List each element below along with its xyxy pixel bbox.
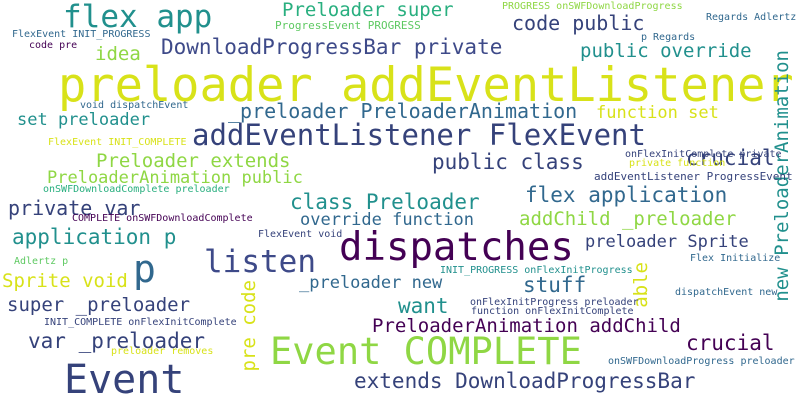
word-init-complete-onflexinitcomplete: INIT_COMPLETE onFlexInitComplete: [44, 317, 237, 328]
word-flex-application: flex application: [525, 183, 728, 207]
word-flexevent-init-progress: FlexEvent INIT_PROGRESS: [12, 29, 151, 40]
word-override-function: override function: [300, 210, 474, 230]
word-class-preloader: class Preloader: [290, 190, 480, 214]
word-flexevent-void: FlexEvent void: [258, 229, 343, 240]
word-dispatchevent-new: dispatchEvent new: [675, 287, 778, 298]
word-private-function: private function: [629, 158, 726, 169]
word-preloader-preloaderanimation: _preloader PreloaderAnimation: [228, 99, 578, 123]
word-addeventlistener-progressevent: addEventListener ProgressEvent: [594, 170, 793, 183]
word-init-progress-onflexinitprogress: INIT_PROGRESS onFlexInitProgress: [440, 265, 633, 276]
word-crucial-2: crucial: [686, 331, 775, 355]
word-preloader-addeventlistener: preloader addEventListener: [58, 58, 794, 113]
word-code-pre: code pre: [29, 40, 78, 51]
word-crucial: crucial: [686, 146, 775, 170]
word-addchild-preloader: addChild _preloader: [519, 208, 737, 230]
word-oninitcomplete-private: onFlexInitComplete private: [625, 149, 782, 160]
word-set-preloader: set preloader: [17, 110, 151, 130]
word-super-preloader: super _preloader: [7, 294, 191, 316]
word-preloaderanimation-addchild: PreloaderAnimation addChild: [372, 315, 681, 337]
word-onswfdownloadprogress-preloader: onSWFDownloadProgress preloader: [608, 356, 795, 367]
word-complete-onswfdownloadcomplete: COMPLETE onSWFDownloadComplete: [72, 213, 253, 224]
word-code-public: code public: [512, 11, 645, 35]
word-sprite-void: Sprite void: [2, 270, 128, 292]
word-want: want: [398, 294, 449, 318]
word-event: Event: [64, 357, 185, 400]
word-preloader-extends: Preloader extends: [96, 150, 291, 172]
word-onswfdownloadcomplete-preloader: onSWFDownloadComplete preloader: [43, 184, 230, 195]
word-idea: idea: [95, 43, 141, 65]
word-addeventlistener-flexevent: addEventListener FlexEvent: [192, 118, 646, 152]
word-flexevent-init-complete: FlexEvent INIT_COMPLETE: [48, 137, 187, 148]
word-preloader-removes: preloader removes: [111, 346, 214, 357]
word-pre-code: pre code: [238, 280, 260, 372]
word-regards-adlertz: Regards Adlertz: [706, 12, 797, 23]
word-function-onflexinitcomplete: function onFlexInitComplete: [471, 306, 634, 317]
word-public-class: public class: [432, 150, 584, 174]
word-adlertz-p: Adlertz p: [14, 256, 69, 267]
word-preloader-super: Preloader super: [282, 0, 454, 21]
word-void-dispatchevent: void dispatchEvent: [80, 100, 189, 111]
word-function-set: function set: [596, 103, 719, 123]
word-listen: listen: [204, 244, 316, 280]
word-stuff: stuff: [523, 273, 587, 297]
word-preloader-new: _preloader new: [299, 273, 443, 293]
word-dispatches: dispatches: [339, 225, 574, 270]
word-flex-app: flex app: [63, 0, 213, 35]
word-event-complete: Event COMPLETE: [270, 330, 582, 373]
word-p-regards: p Regards: [641, 32, 696, 43]
word-preloaderanimation-public: PreloaderAnimation public: [47, 168, 303, 188]
word-downloadprogressbar-private: DownloadProgressBar private: [161, 35, 503, 59]
word-application-p: application p: [12, 225, 177, 249]
word-private-var: private var: [8, 196, 141, 220]
word-flex-initialize: Flex Initialize: [690, 253, 781, 264]
word-extends-downloadprogressbar: extends DownloadProgressBar: [354, 369, 696, 393]
word-p-large: p: [133, 247, 156, 291]
word-progressevent-progress: ProgressEvent PROGRESS: [275, 19, 421, 32]
word-onflexinitprogress-preloader: onFlexInitProgress preloader: [470, 297, 639, 308]
word-preloader-sprite: preloader Sprite: [585, 232, 749, 252]
word-var-preloader: var _preloader: [28, 329, 206, 353]
word-public-override: public override: [580, 40, 752, 62]
word-progress-onswfdownloadprogress: PROGRESS onSWFDownloadProgress: [502, 1, 683, 12]
